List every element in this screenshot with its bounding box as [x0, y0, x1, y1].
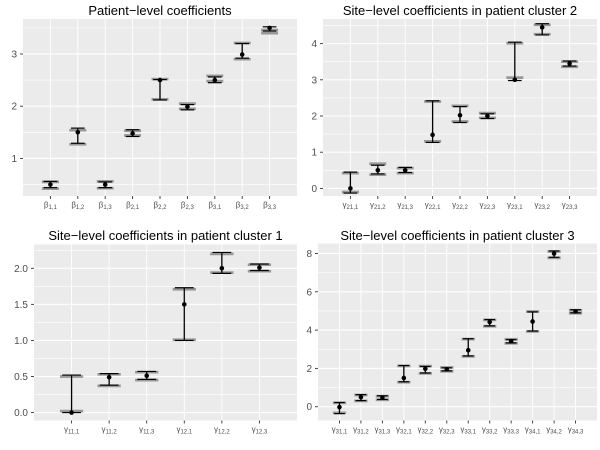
- svg-text:γ32,1: γ32,1: [396, 425, 412, 436]
- svg-text:2: 2: [311, 112, 317, 123]
- svg-text:γ32,2: γ32,2: [417, 425, 433, 436]
- svg-text:γ34,2: γ34,2: [546, 425, 562, 436]
- svg-text:β3,3: β3,3: [263, 201, 277, 212]
- svg-text:1.0: 1.0: [14, 336, 28, 347]
- svg-text:0.5: 0.5: [14, 372, 28, 383]
- panel-site-level-cluster-2: 0 1 2 3 4 γ21,1 γ21,2 γ21,3 γ22,1 γ22,2 γ22,3 γ23,1…: [300, 0, 600, 225]
- svg-text:γ34,3: γ34,3: [568, 425, 584, 436]
- svg-text:1: 1: [11, 154, 17, 165]
- svg-text:β1,1: β1,1: [44, 201, 58, 212]
- svg-text:2: 2: [306, 364, 312, 375]
- svg-text:γ21,3: γ21,3: [397, 201, 413, 212]
- svg-text:γ23,1: γ23,1: [507, 201, 523, 212]
- panel-site-level-cluster-3: 0 2 4 6 8 γ31,1 γ31,2 γ31,3 γ32,1 γ32,2 γ32,3 γ33,1…: [300, 225, 600, 450]
- svg-text:β3,2: β3,2: [236, 201, 250, 212]
- svg-text:β2,2: β2,2: [154, 201, 168, 212]
- svg-text:6: 6: [306, 287, 312, 298]
- svg-text:8: 8: [306, 249, 312, 260]
- svg-text:1: 1: [311, 148, 317, 159]
- svg-text:γ33,2: γ33,2: [482, 425, 498, 436]
- svg-text:γ22,3: γ22,3: [480, 201, 496, 212]
- svg-text:γ31,3: γ31,3: [375, 425, 391, 436]
- svg-text:β3,1: β3,1: [208, 201, 222, 212]
- svg-text:γ34,1: γ34,1: [525, 425, 541, 436]
- panel-site-level-cluster-1: 0.0 0.5 1.0 1.5 2.0 γ11,1 γ11,2 γ11,3 γ12,1 γ12,2…: [0, 225, 300, 450]
- svg-text:β1,3: β1,3: [99, 201, 113, 212]
- svg-text:γ22,1: γ22,1: [425, 201, 441, 212]
- svg-text:γ12,1: γ12,1: [176, 425, 192, 436]
- svg-text:2.0: 2.0: [14, 264, 28, 275]
- svg-text:4: 4: [311, 39, 317, 50]
- svg-text:0.0: 0.0: [14, 408, 28, 419]
- svg-text:β1,2: β1,2: [71, 201, 85, 212]
- site-level-cluster-2-plot: 0 1 2 3 4 γ21,1 γ21,2 γ21,3 γ22,1 γ22,2 γ22,3 γ23,1…: [311, 19, 597, 212]
- site-level-cluster-1-plot: 0.0 0.5 1.0 1.5 2.0 γ11,1 γ11,2 γ11,3 γ12,1 γ12,2…: [14, 244, 297, 436]
- plot-title: Site−level coefficients in patient clust…: [342, 3, 578, 18]
- svg-text:γ33,3: γ33,3: [503, 425, 519, 436]
- svg-text:γ32,3: γ32,3: [439, 425, 455, 436]
- plot-title: Patient−level coefficients: [88, 3, 232, 18]
- svg-text:γ11,1: γ11,1: [64, 425, 80, 436]
- svg-text:γ12,2: γ12,2: [214, 425, 230, 436]
- svg-text:γ21,2: γ21,2: [370, 201, 386, 212]
- panel-patient-level-coefficients: 1 2 3 β1,1 β1,2 β1,3 β2,1 β2,2 β2,3 β3,1 β3,2 β3,3 …: [0, 0, 300, 225]
- svg-text:γ33,1: γ33,1: [460, 425, 476, 436]
- svg-text:γ23,3: γ23,3: [562, 201, 578, 212]
- patient-level-coefficients-plot: 1 2 3 β1,1 β1,2 β1,3 β2,1 β2,2 β2,3 β3,1 β3,2 β3,3: [11, 19, 297, 212]
- svg-text:γ11,2: γ11,2: [102, 425, 118, 436]
- svg-text:γ21,1: γ21,1: [343, 201, 359, 212]
- site-level-cluster-3-plot: 0 2 4 6 8 γ31,1 γ31,2 γ31,3 γ32,1 γ32,2 γ32,3 γ33,1…: [306, 243, 597, 436]
- svg-text:γ23,2: γ23,2: [534, 201, 550, 212]
- svg-text:2: 2: [11, 102, 17, 113]
- svg-text:β2,3: β2,3: [181, 201, 195, 212]
- plot-title: Site−level coefficients in patient clust…: [340, 228, 575, 243]
- svg-text:γ11,3: γ11,3: [139, 425, 155, 436]
- svg-text:γ31,1: γ31,1: [332, 425, 348, 436]
- svg-text:1.5: 1.5: [14, 300, 28, 311]
- plot-title: Site−level coefficients in patient clust…: [48, 228, 283, 243]
- svg-text:4: 4: [306, 326, 312, 337]
- svg-text:0: 0: [311, 184, 317, 195]
- svg-text:γ31,2: γ31,2: [353, 425, 369, 436]
- svg-text:γ12,3: γ12,3: [252, 425, 268, 436]
- svg-text:γ22,2: γ22,2: [452, 201, 468, 212]
- svg-text:3: 3: [11, 49, 17, 60]
- svg-text:0: 0: [306, 402, 312, 413]
- svg-text:3: 3: [311, 75, 317, 86]
- svg-text:β2,1: β2,1: [126, 201, 140, 212]
